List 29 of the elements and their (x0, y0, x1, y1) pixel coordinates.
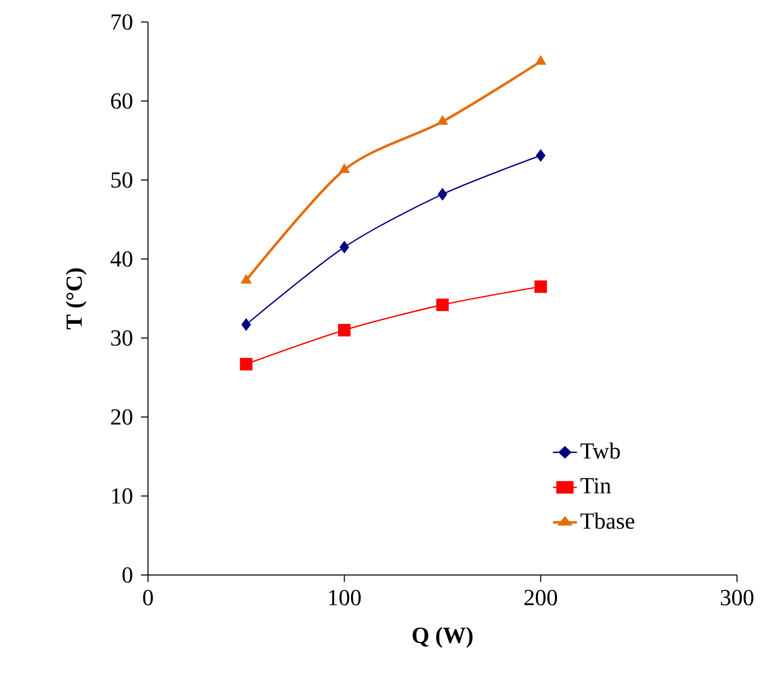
point (340, 240, 350, 254)
point (240, 358, 252, 370)
point (534, 280, 547, 293)
point (338, 163, 350, 173)
x-axis-title: Q (W) (412, 626, 472, 648)
y-tick-label: 0 (122, 567, 132, 583)
point (241, 318, 251, 331)
x-tick-label: 100 (329, 590, 361, 606)
legend-label: Tin (580, 478, 611, 494)
point (536, 149, 546, 162)
y-axis-title: T (°C) (66, 268, 87, 330)
point (436, 298, 449, 312)
y-tick-label: 20 (111, 409, 132, 425)
y-tick-label: 60 (111, 93, 132, 109)
point (438, 188, 448, 200)
y-tick-label: 10 (112, 488, 132, 504)
legend-label: Twb (580, 442, 620, 459)
x-tick-label: 200 (524, 590, 558, 606)
point (240, 274, 252, 284)
x-tick-label: 0 (143, 590, 153, 606)
legend-label: Tbase (580, 512, 634, 529)
point (535, 55, 546, 65)
x-tick-label: 300 (720, 590, 754, 606)
y-tick-label: 40 (110, 251, 132, 267)
point (338, 324, 351, 336)
y-tick-label: 50 (111, 172, 132, 188)
y-tick-label: 30 (111, 330, 132, 346)
y-tick-label: 70 (112, 14, 132, 30)
point (437, 115, 448, 125)
